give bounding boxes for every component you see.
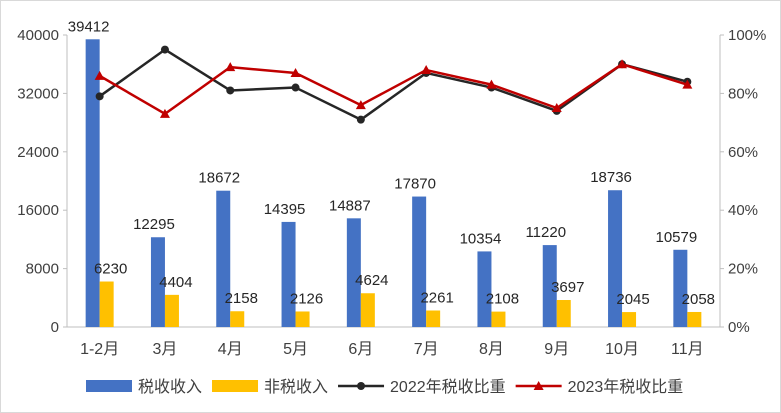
line-point bbox=[290, 67, 301, 77]
bar-data-label: 14395 bbox=[264, 201, 306, 218]
line-point bbox=[551, 103, 562, 112]
line-point bbox=[291, 83, 300, 92]
bar bbox=[164, 294, 179, 327]
line-point bbox=[160, 45, 169, 54]
left-tick-label: 16000 bbox=[17, 202, 59, 219]
bar bbox=[230, 311, 245, 327]
series-line bbox=[98, 48, 688, 121]
bar bbox=[687, 311, 702, 327]
bar-data-label: 2158 bbox=[225, 290, 258, 307]
x-tick-label: 10月 bbox=[605, 341, 639, 358]
bar-data-label: 4624 bbox=[355, 272, 388, 289]
right-tick-label: 80% bbox=[728, 85, 758, 102]
bar-data-label: 10354 bbox=[460, 230, 502, 247]
right-tick-label: 60% bbox=[728, 144, 758, 161]
x-tick-label: 4月 bbox=[218, 341, 243, 358]
legend-label: 2022年税收比重 bbox=[390, 378, 506, 396]
bar bbox=[477, 251, 492, 327]
bar bbox=[556, 300, 571, 327]
legend-label: 2023年税收比重 bbox=[568, 378, 684, 396]
x-tick-label: 11月 bbox=[671, 341, 704, 358]
line-point bbox=[617, 59, 628, 69]
x-tick-label: 3月 bbox=[152, 341, 177, 358]
series-line bbox=[99, 62, 688, 116]
bar bbox=[491, 311, 506, 327]
bar-data-label: 2058 bbox=[682, 291, 715, 308]
left-tick-label: 8000 bbox=[26, 261, 59, 278]
legend-marker bbox=[357, 382, 366, 390]
bar-data-label: 2045 bbox=[616, 291, 649, 308]
line-point bbox=[225, 62, 236, 72]
bar bbox=[346, 218, 361, 327]
bar-data-label: 2126 bbox=[290, 290, 323, 307]
legend-marker bbox=[533, 381, 544, 390]
bar-data-label: 17870 bbox=[394, 176, 436, 193]
x-tick-label: 9月 bbox=[544, 341, 569, 358]
left-tick-label: 40000 bbox=[17, 27, 59, 44]
right-tick-label: 20% bbox=[728, 261, 758, 278]
bar-data-label: 4404 bbox=[159, 274, 192, 291]
bar-data-label: 18672 bbox=[198, 170, 240, 187]
bar-data-label: 6230 bbox=[94, 261, 127, 278]
left-tick-label: 24000 bbox=[17, 144, 59, 161]
bar-data-label: 2261 bbox=[420, 289, 453, 306]
bar-data-label: 3697 bbox=[551, 279, 584, 296]
bar-data-label: 14887 bbox=[329, 197, 371, 214]
x-tick-label: 7月 bbox=[414, 341, 439, 358]
line-point bbox=[159, 108, 170, 118]
bar bbox=[99, 281, 114, 327]
line-point bbox=[486, 79, 497, 89]
x-tick-label: 6月 bbox=[348, 341, 373, 358]
x-tick-label: 5月 bbox=[283, 341, 308, 358]
bar bbox=[281, 221, 296, 327]
bar-data-label: 11220 bbox=[525, 224, 566, 241]
bar bbox=[360, 293, 375, 327]
x-tick-label: 1-2月 bbox=[80, 341, 119, 358]
bar bbox=[673, 249, 688, 327]
line-point bbox=[682, 79, 693, 89]
x-tick-label: 8月 bbox=[479, 341, 504, 358]
line-point bbox=[226, 86, 235, 95]
line-point bbox=[421, 65, 432, 75]
bar bbox=[412, 196, 427, 327]
legend-label: 非税收入 bbox=[264, 378, 328, 396]
bar-data-label: 18736 bbox=[590, 169, 632, 186]
line-point bbox=[94, 70, 105, 80]
bar bbox=[150, 237, 165, 327]
left-tick-label: 0 bbox=[51, 319, 59, 336]
bar-data-label: 39412 bbox=[68, 18, 110, 35]
line-point bbox=[356, 115, 365, 124]
bar bbox=[85, 39, 100, 328]
legend-swatch bbox=[212, 380, 259, 392]
bar bbox=[608, 190, 623, 327]
bar bbox=[542, 245, 557, 327]
left-tick-label: 32000 bbox=[17, 85, 59, 102]
right-tick-label: 100% bbox=[728, 27, 766, 44]
line-point bbox=[95, 92, 104, 101]
legend-label: 税收收入 bbox=[138, 378, 202, 396]
bar-data-label: 2108 bbox=[486, 291, 519, 308]
line-point bbox=[355, 100, 366, 110]
right-tick-label: 0% bbox=[728, 319, 750, 336]
legend-swatch bbox=[86, 380, 132, 392]
bar bbox=[622, 312, 637, 327]
bar bbox=[426, 310, 441, 327]
bar bbox=[295, 311, 310, 327]
bar-data-label: 10579 bbox=[655, 229, 697, 246]
bar-data-label: 12295 bbox=[133, 216, 175, 233]
bar bbox=[216, 190, 231, 327]
right-tick-label: 40% bbox=[728, 202, 758, 219]
